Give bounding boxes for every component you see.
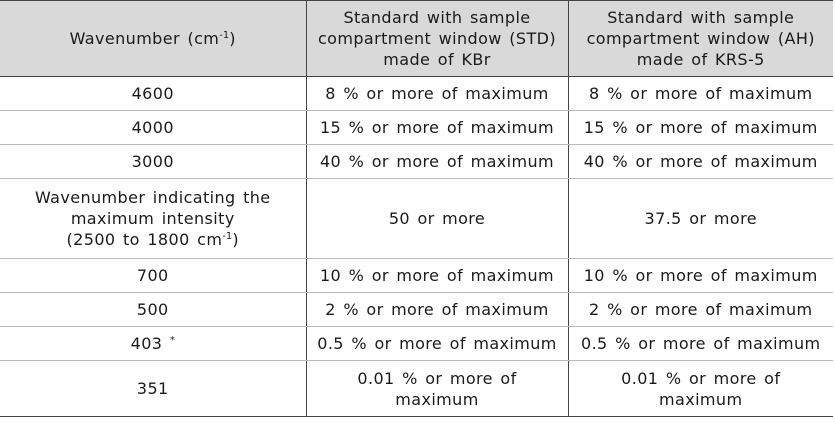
cell-std: 40 % or more of maximum (305, 144, 568, 179)
cell-ah: 37.5 or more (567, 178, 833, 259)
spec-table: Wavenumber (cm-1) Standard with sample c… (0, 0, 833, 417)
cell-wavenumber: 3000 (0, 144, 306, 179)
cell-ah-line1: 0.01 % or more of (621, 368, 781, 388)
cell-std: 10 % or more of maximum (305, 258, 568, 293)
header-std-line1: Standard with sample (343, 8, 531, 27)
cell-wavenumber: 403 * (0, 326, 306, 361)
cell-wavenumber: 700 (0, 258, 306, 293)
cell-wavenumber-text: 403 (130, 334, 163, 353)
header-ah-line1: Standard with sample (607, 8, 795, 27)
cell-ah: 40 % or more of maximum (567, 144, 833, 179)
table-row: 351 0.01 % or more of maximum 0.01 % or … (0, 360, 833, 417)
table-row: 403 * 0.5 % or more of maximum 0.5 % or … (0, 326, 833, 361)
header-ah-line2: compartment window (AH) (586, 29, 815, 48)
table-row: 4000 15 % or more of maximum 15 % or mor… (0, 110, 833, 145)
cell-wavenumber-line2: maximum intensity (70, 209, 235, 228)
cell-wavenumber: 4600 (0, 76, 306, 111)
cell-std: 15 % or more of maximum (305, 110, 568, 145)
cell-ah: 15 % or more of maximum (567, 110, 833, 145)
table-row: 3000 40 % or more of maximum 40 % or mor… (0, 144, 833, 179)
header-row: Wavenumber (cm-1) Standard with sample c… (0, 0, 833, 77)
table-row: 500 2 % or more of maximum 2 % or more o… (0, 292, 833, 327)
header-wavenumber-sup: -1 (219, 30, 230, 41)
footnote-asterisk: * (169, 335, 175, 346)
header-wavenumber-tail: ) (229, 29, 236, 48)
cell-ah: 0.5 % or more of maximum (567, 326, 833, 361)
cell-std-line1: 0.01 % or more of (357, 368, 517, 388)
cell-wavenumber: 4000 (0, 110, 306, 145)
cell-ah: 8 % or more of maximum (567, 76, 833, 111)
cell-wavenumber-line3-text: (2500 to 1800 cm (66, 230, 223, 249)
header-ah: Standard with sample compartment window … (567, 0, 833, 77)
header-wavenumber-text: Wavenumber (cm (69, 29, 220, 48)
cell-std: 0.5 % or more of maximum (305, 326, 568, 361)
cell-wavenumber-line3-tail: ) (232, 230, 239, 249)
cell-wavenumber-line1: Wavenumber indicating the (34, 188, 271, 207)
cell-wavenumber-line3: (2500 to 1800 cm-1) (4, 229, 302, 250)
header-std-line2: compartment window (STD) (317, 29, 557, 48)
header-std-line3: made of KBr (383, 50, 491, 69)
cell-std: 0.01 % or more of maximum (305, 360, 568, 417)
cell-ah: 0.01 % or more of maximum (567, 360, 833, 417)
table-row: 700 10 % or more of maximum 10 % or more… (0, 258, 833, 293)
table-header: Wavenumber (cm-1) Standard with sample c… (0, 0, 833, 77)
table-body: 4600 8 % or more of maximum 8 % or more … (0, 76, 833, 417)
header-std: Standard with sample compartment window … (305, 0, 568, 77)
cell-std: 50 or more (305, 178, 568, 259)
cell-wavenumber-line3-sup: -1 (222, 231, 233, 242)
cell-wavenumber: 500 (0, 292, 306, 327)
cell-ah: 2 % or more of maximum (567, 292, 833, 327)
cell-ah-line2: maximum (659, 389, 743, 409)
cell-wavenumber: Wavenumber indicating the maximum intens… (0, 178, 306, 259)
cell-std: 2 % or more of maximum (305, 292, 568, 327)
cell-std: 8 % or more of maximum (305, 76, 568, 111)
header-ah-line3: made of KRS-5 (636, 50, 765, 69)
cell-std-line2: maximum (395, 389, 479, 409)
table-row: 4600 8 % or more of maximum 8 % or more … (0, 76, 833, 111)
table-row: Wavenumber indicating the maximum intens… (0, 178, 833, 259)
header-wavenumber: Wavenumber (cm-1) (0, 0, 306, 77)
cell-ah: 10 % or more of maximum (567, 258, 833, 293)
cell-wavenumber: 351 (0, 360, 306, 417)
